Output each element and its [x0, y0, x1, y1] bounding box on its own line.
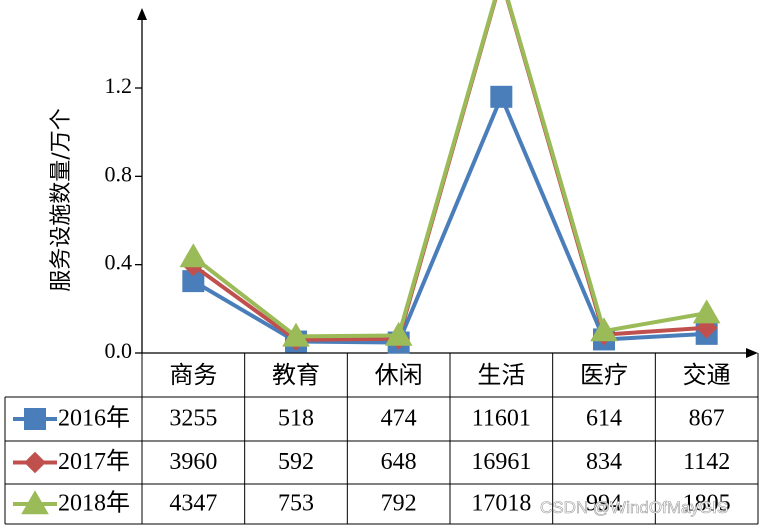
table-cell: 16961: [471, 449, 531, 475]
data-point-triangle: [590, 317, 618, 342]
table-cell: 11601: [472, 406, 531, 432]
category-label: 教育: [272, 361, 320, 389]
table-cell: 834: [586, 449, 622, 475]
data-point-triangle: [384, 321, 413, 346]
data-point-triangle: [692, 299, 721, 324]
table-cell: 3960: [169, 449, 217, 475]
table-cell: 792: [381, 491, 417, 517]
y-axis-label: 服务设施数量/万个: [49, 108, 74, 291]
data-point-square: [490, 85, 513, 108]
y-tick-label: 0.0: [105, 338, 133, 363]
y-axis-title: 服务设施数量/万个: [49, 108, 74, 291]
table-cell: 518: [278, 406, 314, 432]
x-axis-arrow: [746, 348, 758, 358]
table-cell: 1142: [683, 449, 730, 475]
legend-series-name: 2016年: [58, 405, 130, 432]
series-line: [192, 0, 708, 339]
category-label: 商务: [169, 361, 217, 389]
series-layer: [179, 0, 721, 354]
category-label: 医疗: [580, 361, 628, 389]
y-axis-ticks: 0.0 0.4 0.8 1.2: [105, 73, 142, 363]
table-cell: 3255: [169, 406, 217, 432]
watermark: CSDN @WindOfMayGIS: [540, 498, 728, 517]
legend-series-name: 2018年: [58, 490, 130, 517]
series-line: [192, 0, 707, 342]
legend-key-marker: [24, 408, 46, 430]
table-cell: 994: [586, 491, 622, 517]
axes: [137, 8, 758, 358]
table-cell: 1805: [683, 491, 731, 517]
data-table: 2016年 3255 518 474 11601 614 867 2017年 3960 592 64…: [13, 405, 731, 517]
y-tick-label: 0.8: [105, 161, 133, 186]
y-tick-label: 0.4: [105, 250, 133, 275]
series-line: [192, 94, 707, 345]
y-axis-arrow: [137, 8, 147, 20]
legend-series-name: 2017年: [58, 448, 130, 475]
table-cell: 17018: [471, 491, 531, 517]
legend-key-marker: [24, 451, 46, 474]
table-cell: 753: [278, 491, 314, 517]
table-cell: 867: [689, 406, 725, 432]
table-cell: 592: [278, 449, 314, 475]
data-point-triangle: [282, 322, 310, 347]
category-label: 休闲: [375, 361, 423, 389]
table-cell: 648: [381, 449, 417, 475]
category-label: 生活: [477, 361, 525, 389]
table-grid: [4, 353, 759, 525]
category-label: 交通: [683, 361, 731, 389]
y-tick-label: 1.2: [105, 73, 133, 98]
data-point-square: [182, 270, 205, 293]
category-labels: 商务 教育 休闲 生活 医疗 交通: [169, 361, 730, 389]
legend-key-marker: [21, 490, 49, 515]
table-cell: 474: [381, 406, 417, 432]
data-point-triangle: [179, 243, 208, 268]
table-cell: 614: [586, 406, 622, 432]
table-cell: 4347: [169, 491, 217, 517]
